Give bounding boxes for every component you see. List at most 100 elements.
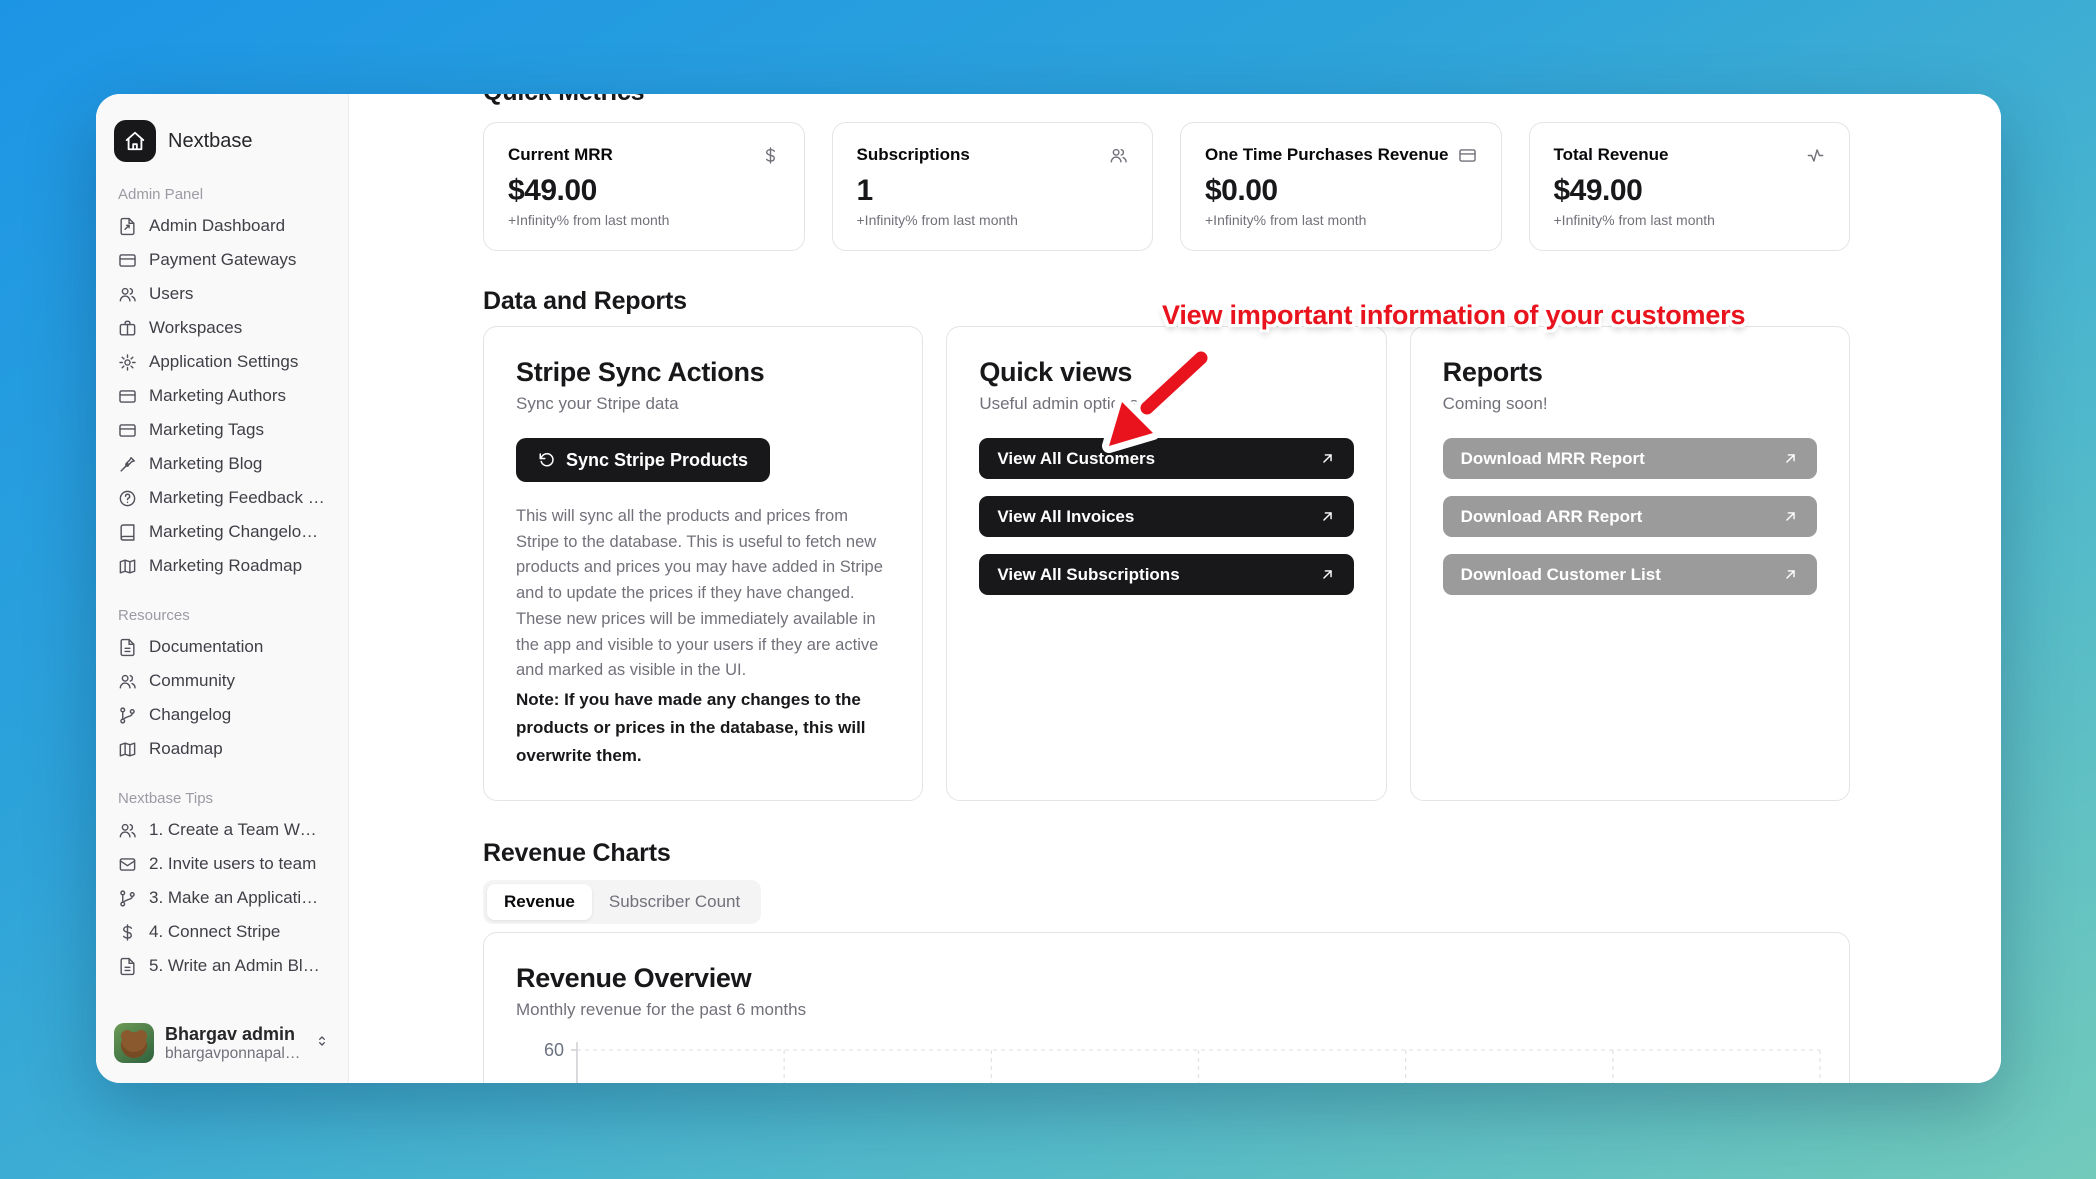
metric-card-one-time-purchases: One Time Purchases Revenue $0.00 +Infini…	[1180, 122, 1502, 251]
annotation-text: View important information of your custo…	[1162, 300, 1746, 330]
git-branch-icon	[120, 889, 135, 907]
tag-card-icon	[119, 423, 136, 437]
sidebar-item-admin-dashboard[interactable]: Admin Dashboard	[108, 209, 336, 243]
sidebar-item-roadmap[interactable]: Roadmap	[108, 732, 336, 766]
sidebar-item-application-settings[interactable]: Application Settings	[108, 345, 336, 379]
view-all-invoices-button[interactable]: View All Invoices	[979, 496, 1354, 537]
revenue-overview-card: Revenue Overview Monthly revenue for the…	[483, 932, 1850, 1083]
main-content: Quick Metrics Current MRR $49.00 +Infini…	[349, 94, 2001, 1083]
svg-text:60: 60	[544, 1040, 564, 1060]
annotation-arrow-icon	[1095, 346, 1219, 462]
sidebar-item-community[interactable]: Community	[108, 664, 336, 698]
sidebar-item-tip-write-blog-post[interactable]: 5. Write an Admin Blog Post	[108, 949, 336, 983]
brand[interactable]: Nextbase	[114, 120, 330, 162]
metric-caption: +Infinity% from last month	[1205, 212, 1367, 228]
metric-value: $49.00	[1553, 174, 1643, 207]
reports-subtitle: Coming soon!	[1442, 394, 1548, 413]
sidebar-item-marketing-authors[interactable]: Marketing Authors	[108, 379, 336, 413]
stripe-sync-card: Stripe Sync Actions Sync your Stripe dat…	[483, 326, 924, 802]
users-icon	[119, 823, 136, 838]
stripe-sync-description: This will sync all the products and pric…	[516, 507, 883, 680]
home-logo-icon	[114, 120, 156, 162]
stripe-sync-title: Stripe Sync Actions	[516, 357, 765, 387]
user-menu[interactable]: Bhargav admin bhargavponnapalli.5@g…	[108, 1015, 336, 1071]
refresh-icon	[539, 453, 554, 467]
arrow-up-right-icon	[1786, 570, 1795, 579]
sidebar-item-marketing-tags[interactable]: Marketing Tags	[108, 413, 336, 447]
metric-caption: +Infinity% from last month	[856, 212, 1018, 228]
data-reports-row: Stripe Sync Actions Sync your Stripe dat…	[483, 326, 1850, 802]
sync-stripe-products-button[interactable]: Sync Stripe Products	[516, 438, 771, 482]
users-icon	[1110, 148, 1127, 163]
view-all-subscriptions-button[interactable]: View All Subscriptions	[979, 554, 1354, 595]
quick-metrics-heading: Quick Metrics	[483, 94, 1850, 107]
map-icon	[119, 741, 136, 757]
sidebar: Nextbase Admin Panel Admin Dashboard Pay…	[96, 94, 349, 1083]
avatar	[114, 1023, 154, 1063]
users-icon	[119, 287, 136, 302]
credit-card-icon	[1458, 148, 1476, 162]
id-card-icon	[119, 389, 136, 403]
dollar-icon	[765, 146, 775, 164]
revenue-chart: 60453015	[516, 1024, 1821, 1083]
user-email: bhargavponnapalli.5@g…	[165, 1044, 303, 1062]
arrow-up-right-icon	[1786, 454, 1795, 463]
sidebar-item-tip-application-admin[interactable]: 3. Make an Application Ad…	[108, 881, 336, 915]
gear-icon	[119, 353, 136, 371]
sidebar-item-marketing-roadmap[interactable]: Marketing Roadmap	[108, 549, 336, 583]
sidebar-item-marketing-changelog-list[interactable]: Marketing Changelog List	[108, 515, 336, 549]
tab-revenue[interactable]: Revenue	[487, 884, 592, 921]
section-label-tips: Nextbase Tips	[118, 790, 214, 807]
sidebar-item-workspaces[interactable]: Workspaces	[108, 311, 336, 345]
metric-value: 1	[856, 174, 874, 207]
metric-value: $0.00	[1205, 174, 1278, 207]
sidebar-item-documentation[interactable]: Documentation	[108, 630, 336, 664]
metrics-row: Current MRR $49.00 +Infinity% from last …	[483, 122, 1850, 251]
sidebar-item-changelog[interactable]: Changelog	[108, 698, 336, 732]
revenue-overview-title: Revenue Overview	[516, 963, 752, 994]
mail-icon	[119, 857, 136, 871]
chevrons-up-down-icon	[314, 1033, 330, 1054]
metric-card-total-revenue: Total Revenue $49.00 +Infinity% from las…	[1528, 122, 1850, 251]
app-window: Nextbase Admin Panel Admin Dashboard Pay…	[96, 94, 2001, 1083]
users-icon	[119, 674, 136, 689]
reports-title: Reports	[1442, 357, 1543, 387]
revenue-chart-tabs: Revenue Subscriber Count	[483, 880, 762, 925]
file-text-icon	[120, 957, 135, 975]
sidebar-item-payment-gateways[interactable]: Payment Gateways	[108, 243, 336, 277]
section-label-admin: Admin Panel	[118, 186, 204, 203]
stripe-sync-note: Note: If you have made any changes to th…	[516, 690, 866, 766]
metric-card-subscriptions: Subscriptions 1 +Infinity% from last mon…	[831, 122, 1153, 251]
map-icon	[119, 558, 136, 574]
arrow-up-right-icon	[1322, 512, 1332, 521]
metric-caption: +Infinity% from last month	[508, 212, 670, 228]
view-all-customers-button[interactable]: View All Customers	[979, 438, 1354, 479]
sidebar-item-tip-connect-stripe[interactable]: 4. Connect Stripe	[108, 915, 336, 949]
metric-title: Subscriptions	[856, 145, 970, 164]
arrow-up-right-icon	[1322, 570, 1332, 579]
data-reports-heading: Data and Reports	[483, 287, 687, 315]
arrow-up-right-icon	[1786, 512, 1795, 521]
download-mrr-report-button[interactable]: Download MRR Report	[1442, 438, 1817, 479]
quick-views-title: Quick views	[979, 357, 1133, 387]
user-name: Bhargav admin	[165, 1023, 296, 1044]
revenue-chart-svg: 60453015	[544, 1040, 1821, 1083]
sidebar-item-users[interactable]: Users	[108, 277, 336, 311]
activity-icon	[1807, 148, 1824, 162]
arrow-up-right-icon	[1322, 454, 1332, 463]
metric-title: Total Revenue	[1553, 145, 1669, 164]
tab-subscriber-count[interactable]: Subscriber Count	[592, 884, 757, 920]
help-circle-icon	[119, 490, 136, 506]
download-arr-report-button[interactable]: Download ARR Report	[1442, 496, 1817, 537]
sidebar-item-marketing-feedback-list[interactable]: Marketing Feedback List	[108, 481, 336, 515]
stripe-sync-subtitle: Sync your Stripe data	[516, 394, 679, 413]
metric-caption: +Infinity% from last month	[1553, 212, 1715, 228]
download-customer-list-button[interactable]: Download Customer List	[1442, 554, 1817, 595]
quick-views-subtitle: Useful admin options	[979, 394, 1139, 413]
sidebar-item-tip-invite-users[interactable]: 2. Invite users to team	[108, 847, 336, 881]
sidebar-item-marketing-blog[interactable]: Marketing Blog	[108, 447, 336, 481]
book-icon	[120, 523, 135, 541]
sidebar-item-tip-create-team-workspace[interactable]: 1. Create a Team Workspace	[108, 813, 336, 847]
metric-title: Current MRR	[508, 145, 613, 164]
briefcase-icon	[119, 320, 136, 336]
